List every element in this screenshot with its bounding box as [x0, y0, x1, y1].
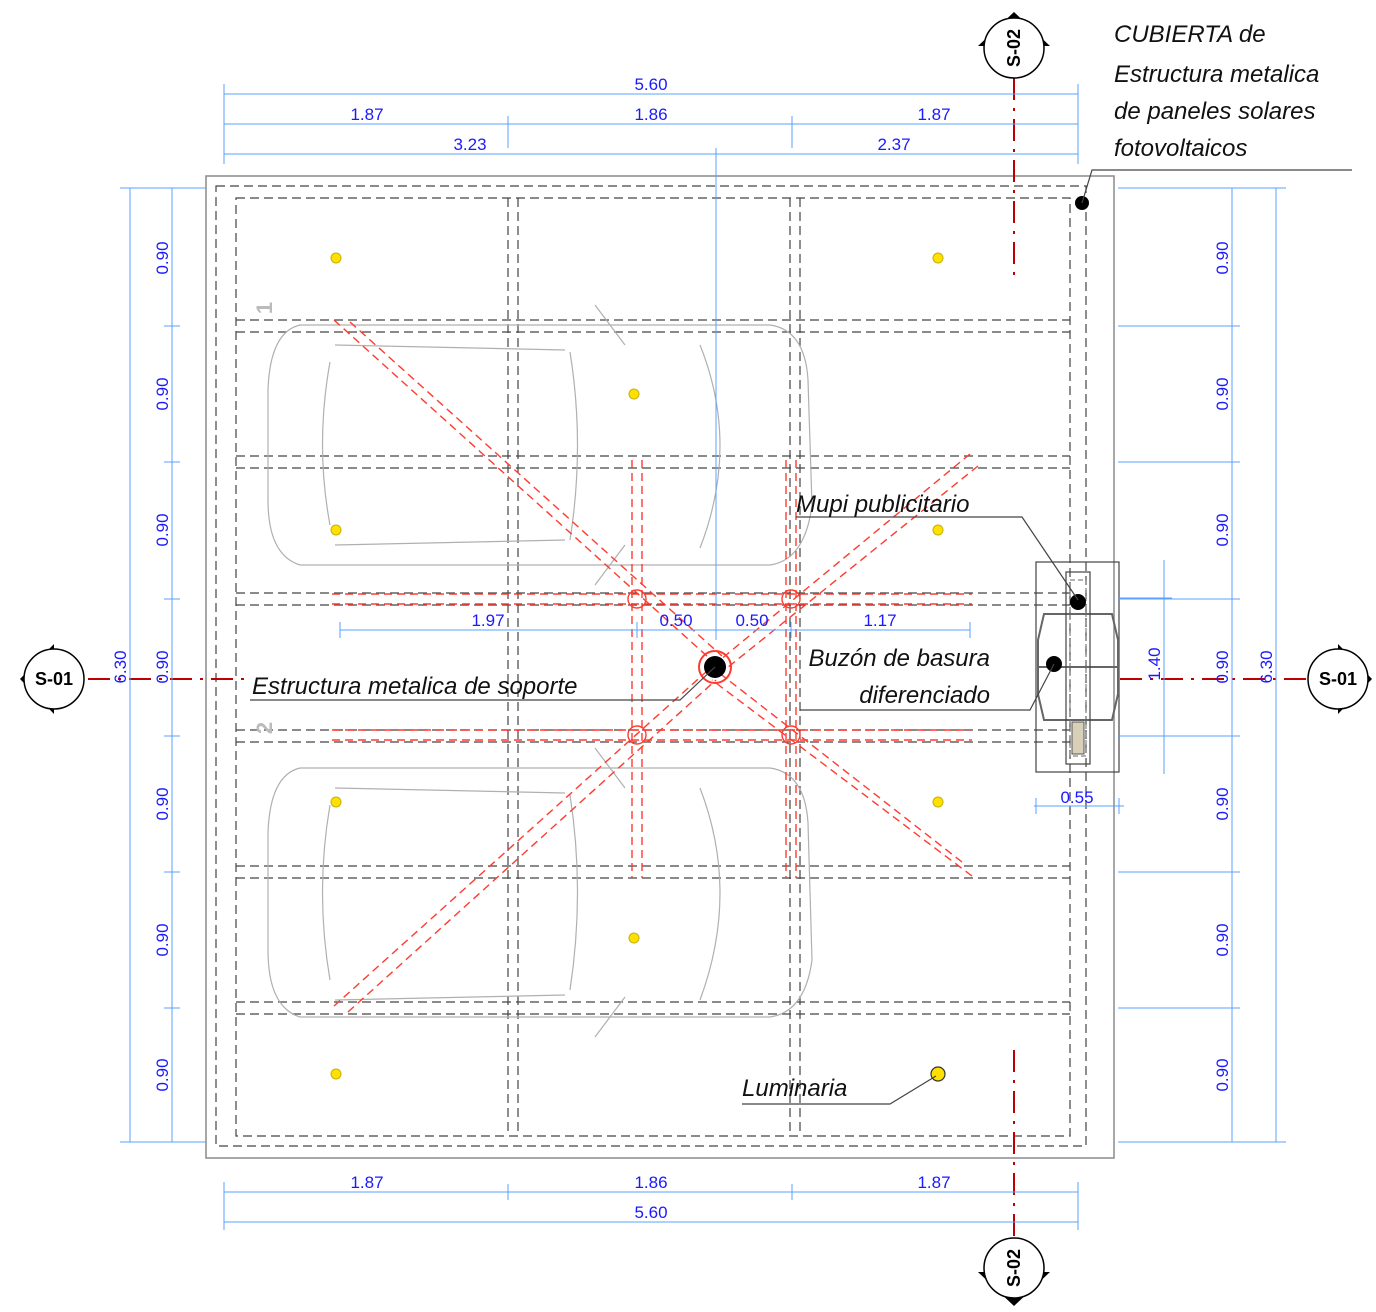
- dim-right-row-5: 0.90: [1213, 787, 1232, 820]
- dim-bottom-third-2: 1.86: [634, 1173, 667, 1192]
- svg-text:S-02: S-02: [1004, 29, 1024, 67]
- svg-text:de paneles solares: de paneles solares: [1114, 98, 1315, 125]
- svg-text:Buzón de basura: Buzón de basura: [809, 645, 990, 672]
- dim-left-row-5: 0.90: [153, 787, 172, 820]
- car-2: [267, 747, 813, 1038]
- dim-left-row-1: 0.90: [153, 241, 172, 274]
- section-marker-s01-right: S-01: [1307, 644, 1372, 714]
- svg-text:CUBIERTA de: CUBIERTA de: [1114, 21, 1266, 48]
- svg-text:S-02: S-02: [1004, 1249, 1024, 1287]
- dim-mid-2: 0.50: [659, 611, 692, 630]
- dim-mupi-height: 1.40: [1145, 647, 1164, 680]
- dim-bottom-third-3: 1.87: [917, 1173, 950, 1192]
- dim-top-total: 5.60: [634, 75, 667, 94]
- dim-left-row-7: 0.90: [153, 1058, 172, 1091]
- svg-text:fotovoltaicos: fotovoltaicos: [1114, 135, 1247, 162]
- dim-mupi-width: 0.55: [1060, 788, 1093, 807]
- svg-text:Estructura metalica: Estructura metalica: [1114, 61, 1319, 88]
- dim-right-row-7: 0.90: [1213, 1058, 1232, 1091]
- buzon-label: Buzón de basura diferenciado: [809, 645, 990, 709]
- dim-top-split-1: 3.23: [453, 135, 486, 154]
- dim-left-total: 6.30: [111, 650, 130, 683]
- dim-right-row-3: 0.90: [1213, 513, 1232, 546]
- section-marker-s02-bottom: S-02: [978, 1237, 1050, 1306]
- roof-label: CUBIERTA de Estructura metalica de panel…: [1114, 21, 1319, 162]
- luminaires: [330, 252, 946, 1082]
- estructura-label: Estructura metalica de soporte: [252, 673, 578, 700]
- dim-bottom-third-1: 1.87: [350, 1173, 383, 1192]
- parking-number-2: 2: [252, 722, 277, 734]
- dimensions-middle: 1.97 0.50 0.50 1.17: [339, 611, 971, 638]
- dim-left-row-2: 0.90: [153, 377, 172, 410]
- dim-right-row-1: 0.90: [1213, 241, 1232, 274]
- dim-top-third-2: 1.86: [634, 105, 667, 124]
- dimensions-right: 0.90 0.90 0.90 0.90 0.90 0.90 0.90 6.30: [1118, 187, 1286, 1143]
- dim-right-row-4: 0.90: [1213, 650, 1232, 683]
- section-marker-s01-left: S-01: [20, 644, 85, 714]
- dim-mid-1: 1.97: [471, 611, 504, 630]
- dimensions-mupi: 1.40 0.55: [1034, 560, 1172, 814]
- dim-left-row-4: 0.90: [153, 650, 172, 683]
- dim-right-total: 6.30: [1257, 650, 1276, 683]
- dim-mid-4: 1.17: [863, 611, 896, 630]
- dimensions-bottom: 1.87 1.86 1.87 5.60: [223, 1173, 1079, 1230]
- mupi-unit: [1035, 561, 1120, 773]
- svg-text:diferenciado: diferenciado: [859, 682, 990, 709]
- mupi-label: Mupi publicitario: [796, 491, 969, 518]
- parking-number-1: 1: [252, 302, 277, 314]
- dimensions-left: 0.90 0.90 0.90 0.90 0.90 0.90 0.90 6.30: [111, 187, 206, 1143]
- section-axes: [88, 78, 1306, 1242]
- panel-grid: [235, 197, 1071, 1137]
- svg-text:S-01: S-01: [35, 669, 73, 689]
- dim-mid-3: 0.50: [735, 611, 768, 630]
- dim-top-split-2: 2.37: [877, 135, 910, 154]
- dim-right-row-6: 0.90: [1213, 923, 1232, 956]
- luminaria-label: Luminaria: [742, 1075, 847, 1102]
- dim-top-third-1: 1.87: [350, 105, 383, 124]
- dim-top-third-3: 1.87: [917, 105, 950, 124]
- support-structure: [332, 319, 979, 1013]
- svg-text:S-01: S-01: [1319, 669, 1357, 689]
- car-1: [267, 304, 813, 586]
- dimensions-top: 5.60 1.87 1.86 1.87 3.23 2.37: [223, 75, 1079, 640]
- section-marker-s02-top: S-02: [978, 12, 1050, 79]
- dim-left-row-6: 0.90: [153, 923, 172, 956]
- dim-bottom-total: 5.60: [634, 1203, 667, 1222]
- leader-lines: [250, 169, 1352, 1105]
- dim-left-row-3: 0.90: [153, 513, 172, 546]
- dim-right-row-2: 0.90: [1213, 377, 1232, 410]
